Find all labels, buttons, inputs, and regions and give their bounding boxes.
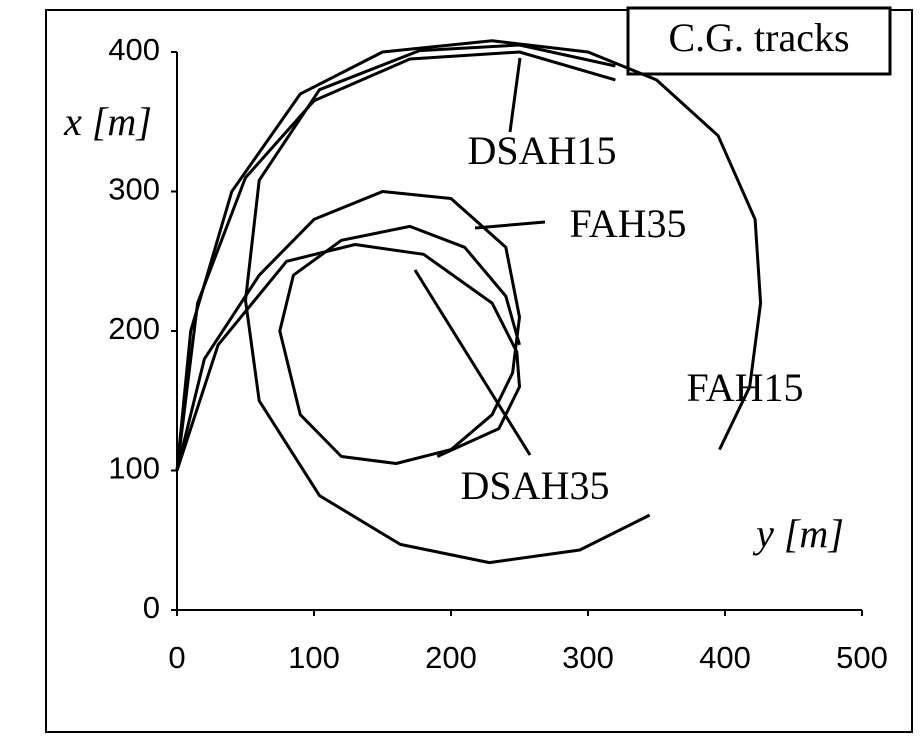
x-tick-label: 200 xyxy=(425,640,477,675)
y-tick-label: 400 xyxy=(108,32,160,67)
x-tick-label: 100 xyxy=(288,640,340,675)
series-label: FAH15 xyxy=(686,365,803,410)
chart-title: C.G. tracks xyxy=(668,15,849,60)
x-axis-label: y [m] xyxy=(752,511,844,556)
series-line xyxy=(175,50,616,471)
y-tick-label: 0 xyxy=(143,590,160,625)
y-axis-label: x [m] xyxy=(63,99,152,144)
series-label: FAH35 xyxy=(569,201,686,246)
series-line xyxy=(244,43,651,565)
y-tick-label: 300 xyxy=(108,172,160,207)
x-tick-label: 300 xyxy=(562,640,614,675)
x-tick-label: 0 xyxy=(168,640,185,675)
series-line xyxy=(175,39,763,471)
leader-line xyxy=(508,57,522,133)
x-tick-label: 500 xyxy=(836,640,888,675)
series-label: DSAH35 xyxy=(461,463,610,508)
y-tick-label: 200 xyxy=(108,311,160,346)
series-line xyxy=(175,243,521,471)
leader-line xyxy=(474,220,546,230)
title-box xyxy=(626,6,892,76)
y-tick-label: 100 xyxy=(108,451,160,486)
leader-line xyxy=(413,269,532,456)
frame xyxy=(45,9,913,733)
series-label: DSAH15 xyxy=(468,128,617,173)
x-tick-label: 400 xyxy=(699,640,751,675)
